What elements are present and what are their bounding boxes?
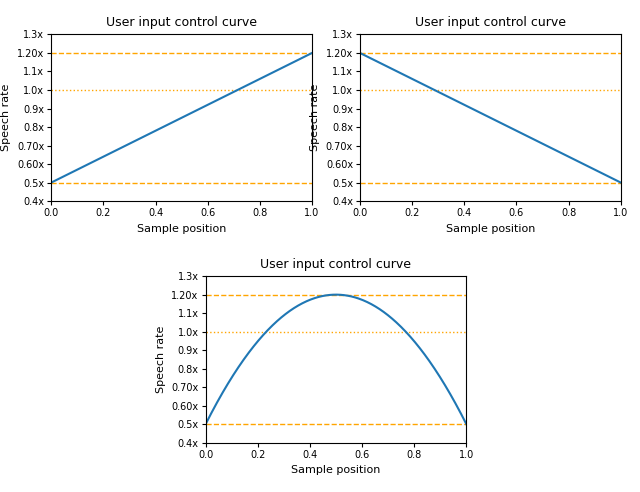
Y-axis label: Speech rate: Speech rate [156, 326, 166, 393]
Title: User input control curve: User input control curve [260, 258, 412, 271]
Y-axis label: Speech rate: Speech rate [1, 84, 12, 152]
Y-axis label: Speech rate: Speech rate [310, 84, 320, 152]
X-axis label: Sample position: Sample position [291, 465, 381, 475]
X-axis label: Sample position: Sample position [137, 224, 227, 234]
X-axis label: Sample position: Sample position [445, 224, 535, 234]
Title: User input control curve: User input control curve [415, 16, 566, 29]
Title: User input control curve: User input control curve [106, 16, 257, 29]
